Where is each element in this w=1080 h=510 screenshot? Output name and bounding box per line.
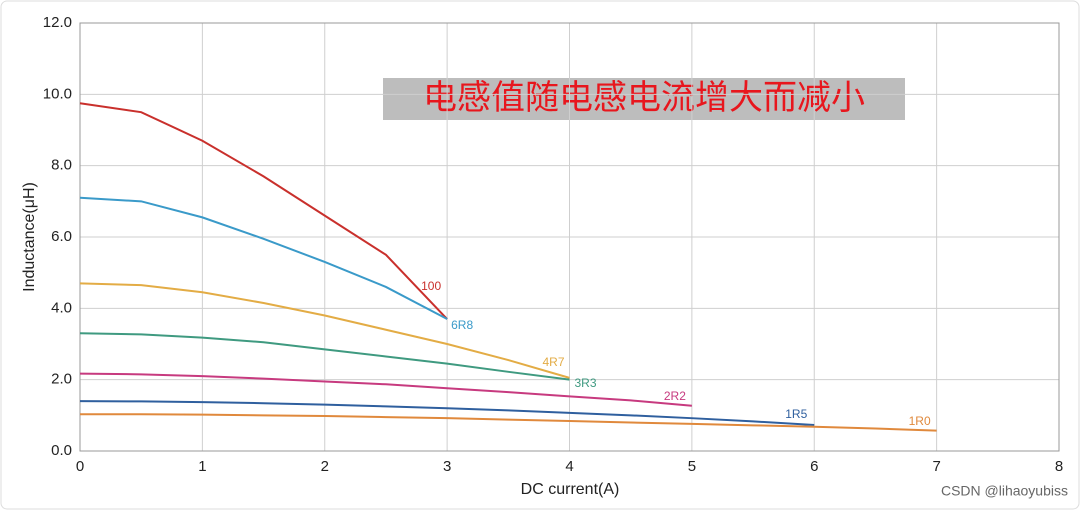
y-tick-label: 8.0: [51, 157, 72, 174]
x-axis-label: DC current(A): [521, 481, 620, 498]
y-axis-label: Inductance(μH): [21, 182, 38, 292]
series-label: 1R5: [785, 407, 807, 421]
series-label: 4R7: [542, 355, 564, 369]
series-line: [79, 400, 815, 426]
y-tick-label: 2.0: [51, 371, 72, 388]
y-tick-label: 0.0: [51, 442, 72, 459]
x-tick-label: 1: [198, 458, 206, 475]
y-tick-label: 4.0: [51, 299, 72, 316]
series-label: 1R0: [909, 414, 931, 428]
watermark: CSDN @lihaoyubiss: [941, 483, 1068, 499]
x-tick-label: 4: [565, 458, 573, 475]
x-tick-label: 3: [443, 458, 451, 475]
series-label: 3R3: [575, 376, 597, 390]
series-label: 2R2: [664, 389, 686, 403]
series-label: 6R8: [451, 318, 473, 332]
annotation-box: [383, 78, 905, 120]
y-tick-label: 6.0: [51, 228, 72, 245]
series-line: [79, 102, 448, 320]
series-label: 100: [421, 279, 441, 293]
x-tick-label: 8: [1055, 458, 1063, 475]
series-line: [79, 196, 448, 320]
series-line: [80, 413, 937, 432]
x-tick-label: 7: [932, 458, 940, 475]
x-tick-label: 0: [76, 458, 84, 475]
x-tick-label: 2: [321, 458, 329, 475]
series-line: [79, 332, 570, 381]
x-tick-label: 6: [810, 458, 818, 475]
y-tick-label: 12.0: [43, 14, 72, 31]
annotation: 电感值随电感电流增大而减小: [423, 79, 865, 117]
series-line: [79, 282, 570, 379]
y-tick-label: 10.0: [43, 85, 72, 102]
plot-border: [79, 22, 1060, 452]
series-line: [79, 372, 692, 407]
x-tick-label: 5: [688, 458, 696, 475]
